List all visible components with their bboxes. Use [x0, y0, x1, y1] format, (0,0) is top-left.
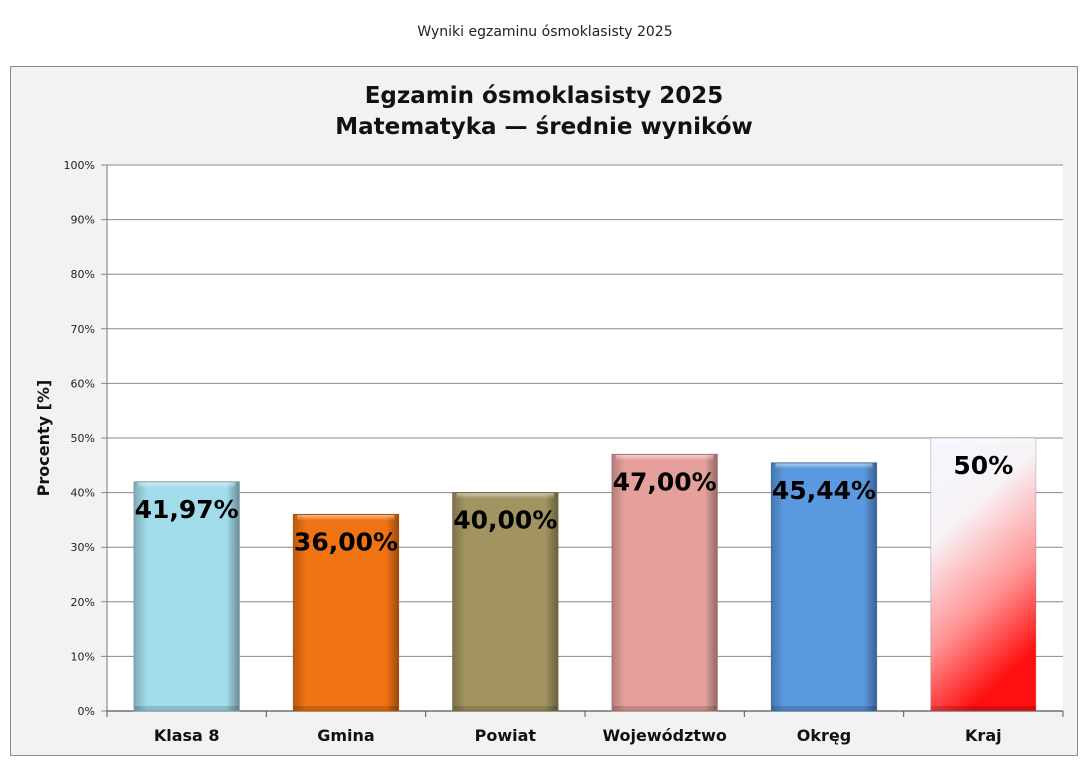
x-tick-label: Powiat [475, 726, 537, 745]
bar-chart: 0% 10% 20% 30% 40% 50% 60% 70% 80% 90% 100% Procent… [34, 159, 1064, 745]
data-label: 41,97% [135, 495, 239, 524]
bar-outline [930, 437, 1037, 712]
bar-bottom-shade [771, 706, 877, 711]
y-tick-label: 40% [71, 487, 95, 500]
bar-outline [292, 513, 400, 712]
bar [930, 438, 1036, 711]
x-tick-label: Okręg [797, 726, 851, 745]
data-label: 36,00% [294, 527, 398, 556]
page-heading: Wyniki egzaminu ósmoklasisty 2025 [417, 24, 673, 40]
bar [134, 481, 240, 711]
bar-top-highlight [297, 514, 395, 521]
bar-top-highlight [775, 462, 873, 469]
x-tick-label: Województwo [602, 726, 726, 745]
bar-top-highlight [138, 481, 236, 488]
bar [452, 492, 558, 711]
bar [771, 462, 877, 711]
bar-bottom-shade [293, 706, 399, 711]
bar-bottom-shade [452, 706, 558, 711]
bar-outline [611, 453, 718, 712]
y-tick-label: 10% [71, 650, 95, 663]
y-tick-label: 50% [71, 432, 95, 445]
chart-frame: Egzamin ósmoklasisty 2025 Matematyka — ś… [10, 66, 1078, 756]
x-tick-label: Kraj [965, 726, 1002, 745]
y-tick-label: 60% [71, 377, 95, 390]
chart-subtitle: Matematyka — średnie wyników [335, 114, 753, 140]
bar-outline [452, 492, 559, 712]
bar-bottom-shade [134, 706, 240, 711]
y-axis-title: Procenty [%] [34, 380, 53, 497]
chart-title-block: Egzamin ósmoklasisty 2025 Matematyka — ś… [11, 81, 1077, 143]
bar-top-highlight [456, 492, 554, 499]
bar-bottom-shade [612, 706, 718, 711]
bar [293, 514, 399, 711]
y-tick-label: 100% [64, 159, 95, 172]
y-tick-label: 80% [71, 268, 95, 281]
bar [612, 454, 718, 711]
bar-outline [770, 462, 878, 712]
x-tick-label: Gmina [317, 726, 374, 745]
bar-top-highlight [616, 454, 714, 461]
data-label: 47,00% [613, 467, 717, 496]
x-tick-label: Klasa 8 [154, 726, 220, 745]
data-label: 50% [953, 451, 1013, 480]
y-tick-label: 30% [71, 541, 95, 554]
bar-outline [133, 481, 240, 712]
data-label: 40,00% [453, 506, 557, 535]
y-tick-label: 90% [71, 214, 95, 227]
y-tick-label: 0% [78, 705, 95, 718]
bar-top-highlight [934, 438, 1032, 444]
data-label: 45,44% [772, 476, 876, 505]
y-tick-label: 70% [71, 323, 95, 336]
bar-bottom-shade [930, 706, 1036, 711]
y-tick-label: 20% [71, 596, 95, 609]
chart-title: Egzamin ósmoklasisty 2025 [364, 83, 724, 109]
